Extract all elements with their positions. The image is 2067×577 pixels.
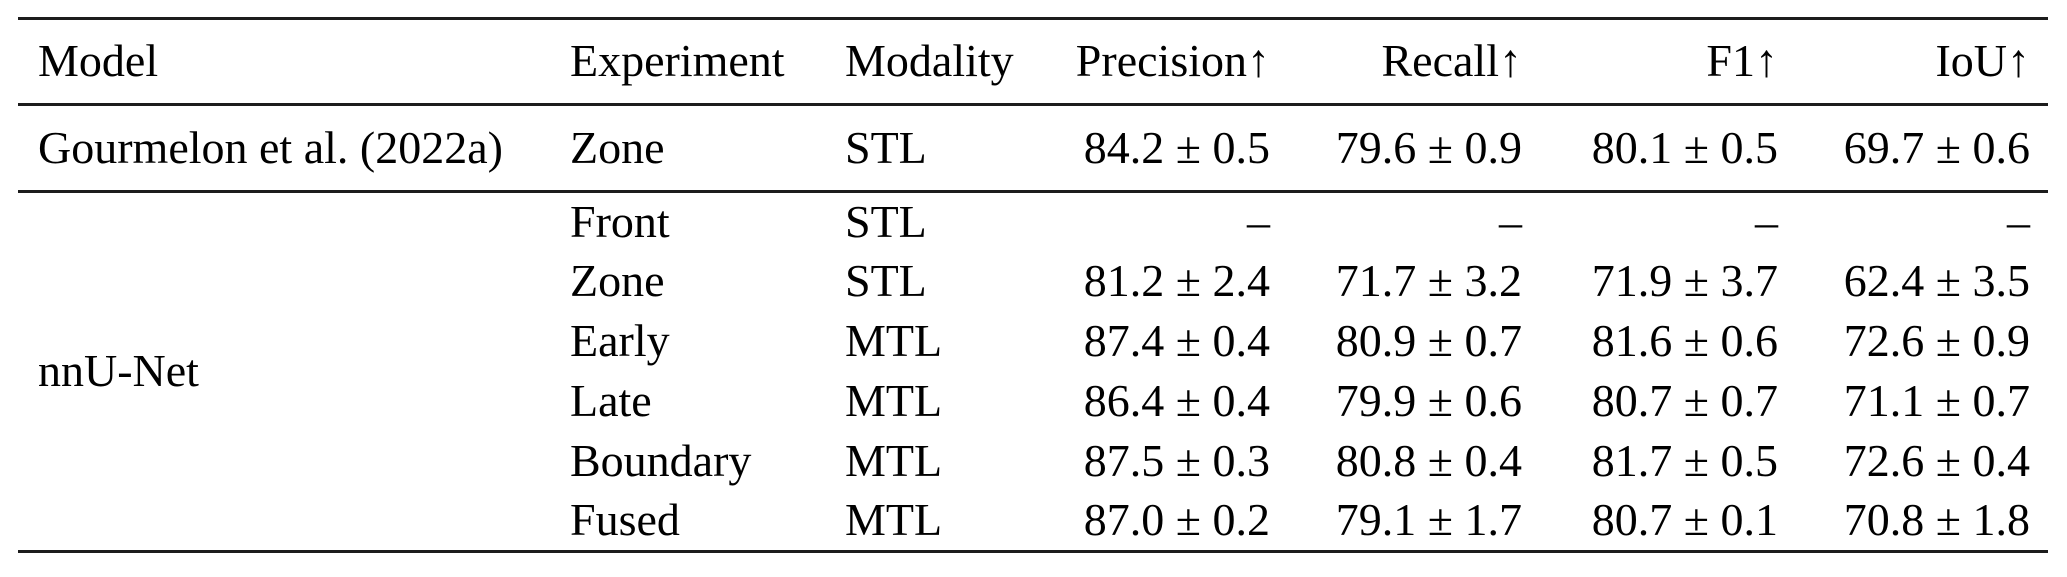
cell-recall: 80.9 ± 0.7 [1335,315,1522,367]
cell-precision: 87.0 ± 0.2 [1083,494,1270,546]
table-row-nnunet-late: Late MTL 86.4 ± 0.4 79.9 ± 0.6 80.7 ± 0.… [18,372,2048,432]
results-table: Model Experiment Modality Precision↑ Rec… [18,17,2048,553]
column-header-modality: Modality [845,35,1014,87]
table-row-nnunet-zone: Zone STL 81.2 ± 2.4 71.7 ± 3.2 71.9 ± 3.… [18,252,2048,312]
cell-modality: MTL [845,315,943,367]
cell-modality: MTL [845,435,943,487]
cell-experiment: Zone [570,121,665,173]
cell-f1: 71.9 ± 3.7 [1591,255,1778,307]
cell-f1: 80.7 ± 0.7 [1591,375,1778,427]
cell-experiment: Early [570,315,670,367]
cell-f1: – [1755,195,1778,247]
cell-iou: 62.4 ± 3.5 [1843,255,2030,307]
column-header-f1: F1↑ [1706,35,1778,87]
cell-f1: 80.7 ± 0.1 [1591,494,1778,546]
table-row-nnunet-boundary: Boundary MTL 87.5 ± 0.3 80.8 ± 0.4 81.7 … [18,432,2048,492]
cell-recall: 80.8 ± 0.4 [1335,435,1522,487]
cell-model: nnU-Net [38,345,199,397]
cell-modality: MTL [845,494,943,546]
cell-precision: 84.2 ± 0.5 [1083,121,1270,173]
cell-iou: 69.7 ± 0.6 [1843,121,2030,173]
cell-iou: 71.1 ± 0.7 [1843,375,2030,427]
cell-precision: 87.5 ± 0.3 [1083,435,1270,487]
cell-experiment: Zone [570,255,665,307]
cell-precision: – [1247,195,1270,247]
cell-f1: 81.7 ± 0.5 [1591,435,1778,487]
cell-recall: 71.7 ± 3.2 [1335,255,1522,307]
cell-model: Gourmelon et al. (2022a) [38,121,503,173]
column-header-precision: Precision↑ [1075,35,1270,87]
cell-precision: 87.4 ± 0.4 [1083,315,1270,367]
table-row-gourmelon-zone: Gourmelon et al. (2022a) Zone STL 84.2 ±… [18,105,2048,192]
cell-recall: 79.1 ± 1.7 [1335,494,1522,546]
header-row: Model Experiment Modality Precision↑ Rec… [18,19,2048,105]
cell-experiment: Boundary [570,435,752,487]
table-row-nnunet-early: Early MTL 87.4 ± 0.4 80.9 ± 0.7 81.6 ± 0… [18,312,2048,372]
cell-modality: STL [845,255,927,307]
column-header-recall: Recall↑ [1381,35,1523,87]
cell-iou: 72.6 ± 0.4 [1843,435,2030,487]
cell-f1: 80.1 ± 0.5 [1591,121,1778,173]
cell-precision: 81.2 ± 2.4 [1083,255,1270,307]
cell-experiment: Late [570,375,652,427]
cell-experiment: Fused [570,494,680,546]
table-row-nnunet-front: nnU-Net Front STL – – – – [18,192,2048,396]
cell-recall: 79.9 ± 0.6 [1335,375,1522,427]
cell-recall: – [1499,195,1522,247]
cell-modality: STL [845,121,927,173]
table-row-nnunet-fused: Fused MTL 87.0 ± 0.2 79.1 ± 1.7 80.7 ± 0… [18,492,2048,552]
cell-experiment: Front [570,195,670,247]
cell-iou: 70.8 ± 1.8 [1843,494,2030,546]
cell-iou: 72.6 ± 0.9 [1843,315,2030,367]
column-header-model: Model [38,35,159,87]
cell-modality: MTL [845,375,943,427]
cell-iou: – [2007,195,2030,247]
cell-precision: 86.4 ± 0.4 [1083,375,1270,427]
cell-f1: 81.6 ± 0.6 [1591,315,1778,367]
cell-recall: 79.6 ± 0.9 [1335,121,1522,173]
column-header-iou: IoU↑ [1935,35,2030,87]
column-header-experiment: Experiment [570,35,785,87]
cell-modality: STL [845,195,927,247]
